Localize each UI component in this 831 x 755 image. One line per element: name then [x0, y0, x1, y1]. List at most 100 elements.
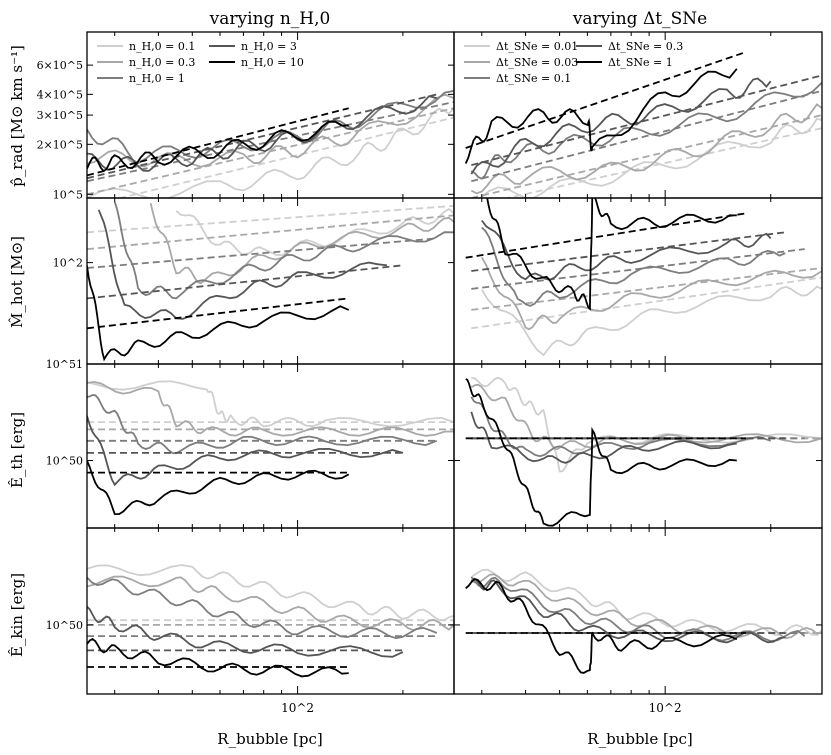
legend-label: n_H,0 = 0.3 — [129, 56, 195, 69]
y-tick-label: 4×10^5 — [37, 88, 83, 101]
panel-top-left: 10^52×10^53×10^54×10^56×10^5n_H,0 = 0.1n… — [37, 31, 455, 201]
legend-label: n_H,0 = 1 — [129, 72, 185, 85]
series-line — [470, 576, 806, 643]
series-line — [87, 606, 404, 658]
fit-line — [471, 267, 822, 311]
y-tick-label: 10^5 — [53, 188, 83, 201]
panels: 10^52×10^53×10^54×10^56×10^5n_H,0 = 0.1n… — [37, 31, 823, 715]
series-line — [470, 577, 786, 644]
legend-label: Δt_SNe = 0.3 — [608, 40, 683, 53]
y-tick-label: 6×10^5 — [37, 59, 83, 72]
ylabel-e-th: Ê_th [erg] — [8, 412, 26, 488]
series-line — [87, 380, 454, 437]
legend-label: Δt_SNe = 1 — [608, 56, 673, 69]
col-title-right: varying Δt_SNe — [572, 9, 707, 29]
series-line — [470, 103, 822, 195]
series-line — [87, 265, 350, 362]
legend-label: Δt_SNe = 0.1 — [496, 72, 571, 85]
series-line — [87, 460, 350, 516]
x-tick-label: 10^2 — [281, 701, 314, 715]
fit-line — [87, 264, 403, 300]
fit-line — [87, 214, 454, 250]
series-line — [470, 82, 822, 180]
series-line — [87, 89, 454, 165]
fit-line — [87, 205, 454, 234]
series-line — [481, 226, 786, 307]
y-tick-label: 10^2 — [53, 257, 83, 270]
series-line — [471, 376, 822, 473]
series-group — [87, 201, 454, 362]
xlabel-left: R_bubble [pc] — [217, 730, 322, 748]
series-line — [465, 578, 738, 674]
series-line — [465, 378, 737, 527]
series-line — [481, 256, 822, 331]
panel-row3-left: 10^50 10^51 — [46, 358, 455, 529]
series-group — [87, 89, 454, 198]
legend: n_H,0 = 0.1 n_H,0 = 0.3 n_H,0 = 1 n_H,0 = 3… — [97, 40, 304, 85]
series-group — [87, 564, 454, 678]
fit-line — [471, 74, 822, 166]
series-group — [465, 376, 822, 527]
panel-frame — [453, 197, 823, 365]
y-tick-label: 2×10^5 — [37, 138, 83, 151]
legend-label: Δt_SNe = 0.01 — [496, 40, 578, 53]
series-line — [87, 576, 438, 640]
panel-frame — [453, 527, 823, 695]
y-tick-label: 10^51 — [46, 358, 83, 371]
series-line — [87, 95, 438, 172]
series-line — [87, 380, 454, 428]
fit-line — [471, 114, 822, 198]
fit-line — [87, 297, 349, 330]
series-line — [87, 415, 404, 487]
fit-line — [87, 237, 437, 269]
series-line — [87, 564, 454, 622]
series-line — [481, 219, 772, 281]
series-line — [470, 383, 822, 451]
legend-label: Δt_SNe = 0.03 — [496, 56, 578, 69]
legend-label: n_H,0 = 10 — [241, 56, 304, 69]
panel-row2-right — [453, 197, 823, 365]
series-line — [464, 68, 738, 164]
series-group — [464, 51, 822, 198]
legend: Δt_SNe = 0.01 Δt_SNe = 0.03 Δt_SNe = 0.1 Δt… — [464, 40, 683, 85]
fit-line — [471, 248, 805, 290]
fit-line — [87, 107, 349, 177]
series-line — [175, 208, 454, 257]
fit-line — [116, 116, 454, 198]
col-title-left: varying n_H,0 — [209, 9, 331, 29]
y-tick-label: 3×10^5 — [37, 109, 83, 122]
panel-row3-right — [453, 363, 823, 529]
panel-bottom-left: 10^50 — [46, 527, 455, 695]
series-line — [481, 285, 822, 357]
series-line — [470, 573, 822, 640]
series-line — [470, 411, 737, 464]
series-line — [486, 198, 737, 312]
series-group — [465, 568, 822, 674]
series-line — [149, 202, 454, 285]
fit-line — [471, 89, 822, 183]
panel-row2-left: 10^2 — [53, 197, 455, 365]
ylabel-e-kin: Ê_kin [erg] — [8, 573, 26, 657]
series-line — [113, 201, 454, 300]
legend-label: n_H,0 = 3 — [241, 40, 297, 53]
fit-line — [465, 51, 747, 149]
series-group — [465, 198, 822, 357]
panel-top-right: Δt_SNe = 0.01 Δt_SNe = 0.03 Δt_SNe = 0.1 Δt… — [453, 31, 823, 199]
panel-frame — [86, 197, 455, 365]
series-line — [470, 77, 772, 175]
series-line — [87, 638, 349, 678]
fit-line — [471, 276, 822, 330]
series-group — [87, 380, 454, 516]
fit-line — [471, 231, 786, 272]
ylabel-p-rad: p̂_rad [M⊙ km s⁻¹] — [8, 45, 26, 187]
series-line — [87, 107, 454, 198]
panel-bottom-right — [453, 527, 823, 695]
series-line — [87, 93, 454, 168]
y-tick-label: 10^50 — [46, 619, 83, 632]
series-line — [97, 209, 388, 320]
ylabel-m-hot: M̂_hot [M⊙] — [8, 236, 26, 328]
series-line — [87, 575, 454, 632]
y-tick-label: 10^50 — [46, 455, 83, 468]
series-line — [87, 120, 349, 173]
